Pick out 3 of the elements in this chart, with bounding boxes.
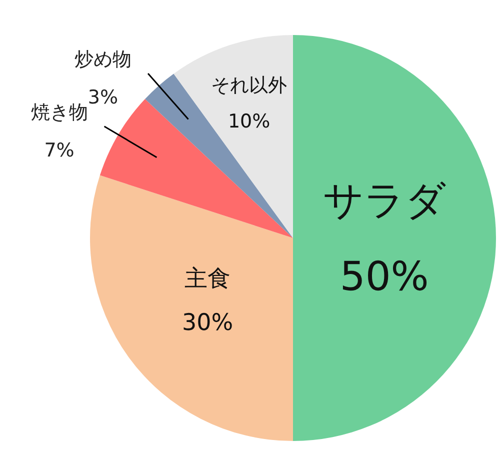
- data-label: 7%: [44, 139, 74, 162]
- slice-label: 炒め物: [74, 48, 132, 71]
- slice-label: 焼き物: [30, 101, 88, 124]
